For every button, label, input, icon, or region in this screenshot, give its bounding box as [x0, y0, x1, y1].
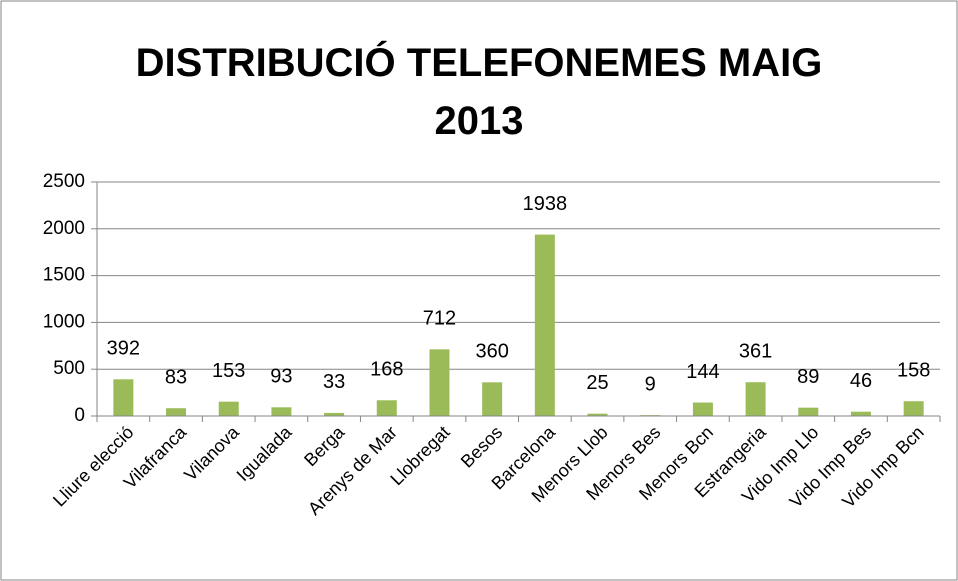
- bar: [324, 412, 345, 416]
- value-label: 158: [897, 359, 930, 381]
- value-label: 361: [739, 340, 772, 362]
- bar: [850, 411, 871, 416]
- value-label: 392: [107, 338, 140, 360]
- bar: [218, 401, 239, 416]
- y-tick-label: 1500: [43, 265, 85, 286]
- value-label: 9: [645, 373, 656, 395]
- value-label: 89: [797, 366, 819, 388]
- value-label: 46: [850, 370, 872, 392]
- value-label: 360: [475, 341, 508, 363]
- bar: [903, 401, 924, 416]
- y-tick-label: 0: [74, 405, 85, 426]
- value-label: 168: [370, 359, 403, 381]
- value-label: 712: [423, 308, 456, 330]
- value-label: 144: [686, 361, 719, 383]
- value-label: 93: [270, 366, 292, 388]
- bar: [692, 402, 713, 416]
- bar: [587, 413, 608, 416]
- y-tick-label: 2500: [43, 171, 85, 192]
- bar: [113, 379, 134, 416]
- chart-title: DISTRIBUCIÓ TELEFONEMES MAIG 2013: [135, 41, 823, 143]
- value-label: 33: [323, 371, 345, 393]
- value-label: 1938: [523, 193, 568, 215]
- value-label: 25: [586, 372, 608, 394]
- bar: [166, 408, 187, 416]
- bar: [482, 382, 503, 416]
- bar: [271, 407, 292, 416]
- bar: [429, 349, 450, 416]
- y-tick-label: 2000: [43, 218, 85, 239]
- bar: [798, 407, 819, 416]
- value-label: 83: [165, 367, 187, 389]
- bar: [376, 400, 397, 416]
- value-label: 153: [212, 360, 245, 382]
- y-tick-label: 1000: [43, 311, 85, 332]
- bar: [745, 382, 766, 416]
- y-tick-label: 500: [53, 358, 85, 379]
- bar: [534, 234, 555, 416]
